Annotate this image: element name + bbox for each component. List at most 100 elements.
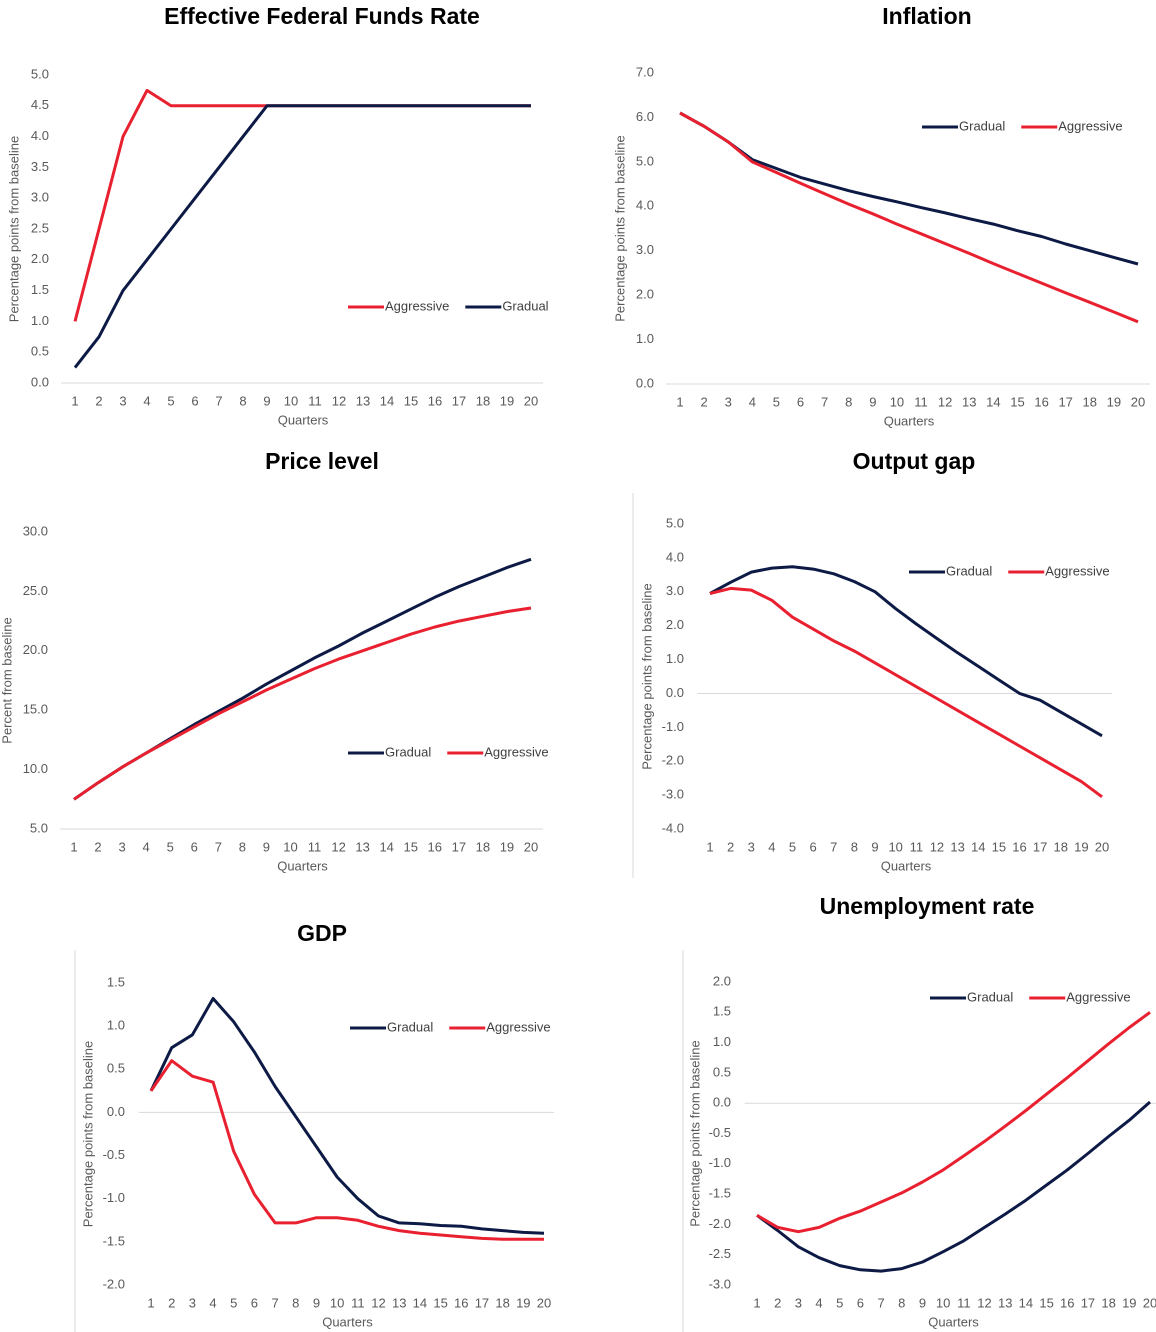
series-line (709, 586, 1103, 799)
legend-label: Gradual (502, 298, 548, 313)
x-tick-label: 19 (1122, 1295, 1136, 1310)
y-tick-label: -1.0 (709, 1155, 731, 1170)
x-tick-label: 16 (1012, 839, 1026, 854)
x-tick-label: 20 (1095, 839, 1109, 854)
y-tick-label: 0.0 (636, 375, 654, 390)
x-tick-label: 3 (118, 839, 125, 854)
y-tick-label: 4.0 (31, 128, 49, 143)
x-tick-label: 14 (1019, 1295, 1033, 1310)
x-tick-label: 1 (706, 839, 713, 854)
x-tick-label: 19 (500, 393, 514, 408)
y-tick-label: 2.0 (31, 251, 49, 266)
y-axis-label: Percentage points from baseline (612, 135, 627, 321)
x-tick-label: 14 (380, 393, 394, 408)
x-tick-label: 4 (815, 1295, 822, 1310)
y-axis-label: Percentage points from baseline (6, 136, 21, 322)
series-line (73, 88, 531, 322)
y-axis-label: Percentage points from baseline (80, 1041, 95, 1227)
x-tick-label: 15 (404, 393, 418, 408)
x-tick-label: 13 (392, 1295, 406, 1310)
x-tick-label: 9 (919, 1295, 926, 1310)
x-tick-label: 4 (749, 394, 756, 409)
x-tick-label: 11 (914, 394, 928, 409)
x-tick-label: 8 (845, 394, 852, 409)
y-tick-label: -1.0 (662, 719, 684, 734)
x-tick-label: 18 (476, 393, 490, 408)
chart-title: Price level (265, 448, 379, 474)
x-axis-label: Quarters (884, 413, 935, 428)
y-tick-label: 2.0 (636, 287, 654, 302)
x-tick-label: 18 (1101, 1295, 1115, 1310)
y-tick-label: -0.5 (709, 1125, 731, 1140)
x-tick-label: 8 (898, 1295, 905, 1310)
x-tick-label: 7 (215, 393, 222, 408)
legend-label: Aggressive (1066, 989, 1130, 1004)
x-tick-label: 4 (143, 393, 150, 408)
y-tick-label: 2.0 (666, 617, 684, 632)
x-tick-label: 9 (263, 393, 270, 408)
chart-title: Output gap (853, 448, 976, 474)
x-tick-label: 7 (821, 394, 828, 409)
y-tick-label: 0.5 (713, 1064, 731, 1079)
x-tick-label: 16 (1034, 394, 1048, 409)
x-tick-label: 18 (1083, 394, 1097, 409)
x-tick-label: 11 (957, 1295, 971, 1310)
x-tick-label: 7 (830, 839, 837, 854)
y-tick-label: 4.5 (31, 97, 49, 112)
x-tick-label: 6 (191, 839, 198, 854)
x-tick-label: 7 (215, 839, 222, 854)
x-tick-label: 12 (930, 839, 944, 854)
legend-label: Aggressive (1058, 118, 1122, 133)
chart-title: Inflation (882, 3, 971, 29)
x-tick-label: 14 (379, 839, 393, 854)
x-tick-label: 4 (209, 1295, 216, 1310)
legend-label: Gradual (946, 563, 992, 578)
y-tick-label: 1.0 (107, 1018, 125, 1033)
x-tick-label: 13 (355, 839, 369, 854)
x-tick-label: 13 (950, 839, 964, 854)
x-tick-label: 6 (251, 1295, 258, 1310)
y-tick-label: 20.0 (23, 642, 48, 657)
x-tick-label: 8 (851, 839, 858, 854)
y-tick-label: 25.0 (23, 583, 48, 598)
y-tick-label: -1.5 (709, 1186, 731, 1201)
x-tick-label: 17 (452, 393, 466, 408)
x-axis-label: Quarters (322, 1314, 373, 1329)
chart-title: Unemployment rate (820, 893, 1035, 919)
x-tick-label: 20 (1143, 1295, 1156, 1310)
x-tick-label: 12 (331, 839, 345, 854)
y-tick-label: 2.0 (713, 973, 731, 988)
x-tick-label: 4 (143, 839, 150, 854)
x-tick-label: 10 (888, 839, 902, 854)
x-tick-label: 14 (413, 1295, 427, 1310)
x-tick-label: 13 (998, 1295, 1012, 1310)
series-line (709, 565, 1103, 738)
y-tick-label: 15.0 (23, 702, 48, 717)
x-tick-label: 9 (263, 839, 270, 854)
x-tick-label: 16 (454, 1295, 468, 1310)
series-line (756, 1100, 1151, 1273)
x-tick-label: 8 (239, 393, 246, 408)
x-tick-label: 17 (1033, 839, 1047, 854)
y-tick-label: 0.0 (107, 1104, 125, 1119)
x-tick-label: 11 (308, 839, 322, 854)
x-tick-label: 12 (332, 393, 346, 408)
y-tick-label: 5.0 (30, 820, 48, 835)
y-tick-label: 1.0 (31, 313, 49, 328)
x-tick-label: 2 (774, 1295, 781, 1310)
y-tick-label: -2.0 (103, 1276, 125, 1291)
x-tick-label: 3 (725, 394, 732, 409)
y-tick-label: 3.0 (666, 583, 684, 598)
x-tick-label: 15 (1010, 394, 1024, 409)
legend-label: Gradual (385, 744, 431, 759)
y-tick-label: 0.0 (666, 685, 684, 700)
x-tick-label: 12 (938, 394, 952, 409)
x-tick-label: 2 (168, 1295, 175, 1310)
x-tick-label: 2 (727, 839, 734, 854)
y-axis-label: Percent from baseline (0, 617, 14, 743)
x-tick-label: 19 (500, 839, 514, 854)
y-tick-label: 3.0 (31, 190, 49, 205)
y-tick-label: 3.5 (31, 159, 49, 174)
chart-title: GDP (297, 920, 347, 946)
legend-label: Aggressive (1045, 563, 1109, 578)
